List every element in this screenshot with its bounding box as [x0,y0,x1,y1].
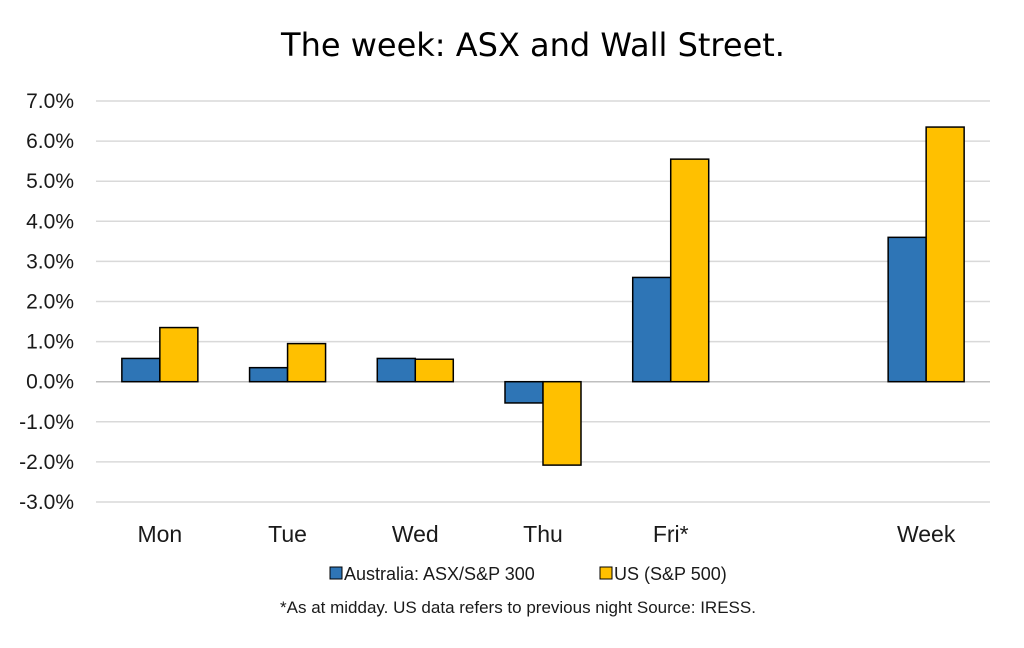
bar-us [414,358,455,383]
bars [121,126,965,466]
x-axis: Mon Tue Wed Thu Fri* Week [137,521,955,547]
y-tick-label: 7.0% [26,90,74,113]
x-tick-label: Thu [523,521,563,547]
source-note: *As at midday. US data refers to previou… [280,598,756,617]
legend-label: Australia: ASX/S&P 300 [344,564,535,584]
bar-australia [631,276,672,383]
bar-australia [121,357,161,383]
x-tick-label: Wed [392,521,439,547]
legend: Australia: ASX/S&P 300 US (S&P 500) [329,564,727,584]
y-tick-label: 0.0% [26,371,74,394]
bar-us [925,126,965,383]
y-tick-label: -1.0% [19,411,74,434]
x-tick-label: Fri* [653,521,689,547]
y-tick-label: 4.0% [26,210,74,233]
y-tick-label: 1.0% [26,331,74,354]
bar-australia [887,236,927,383]
bar-us [542,380,582,466]
x-tick-label: Week [897,521,956,547]
legend-label: US (S&P 500) [614,564,727,584]
bar-us [159,326,199,383]
bar-australia [248,366,289,383]
y-tick-label: 2.0% [26,291,74,314]
legend-swatch [599,566,613,580]
y-tick-label: 3.0% [26,250,74,273]
y-tick-label: -3.0% [19,491,74,514]
bar-australia [504,380,544,404]
y-axis: 7.0% 6.0% 5.0% 4.0% 3.0% 2.0% 1.0% 0.0% -1.0% -2.… [19,90,74,514]
bar-us [286,342,327,383]
y-tick-label: 5.0% [26,170,74,193]
legend-swatch [329,566,343,580]
bar-us [669,158,710,383]
y-tick-label: -2.0% [19,451,74,474]
x-tick-label: Mon [137,521,182,547]
bar-australia [376,357,417,383]
y-tick-label: 6.0% [26,130,74,153]
chart-title: The week: ASX and Wall Street. [280,26,785,64]
x-tick-label: Tue [268,521,307,547]
